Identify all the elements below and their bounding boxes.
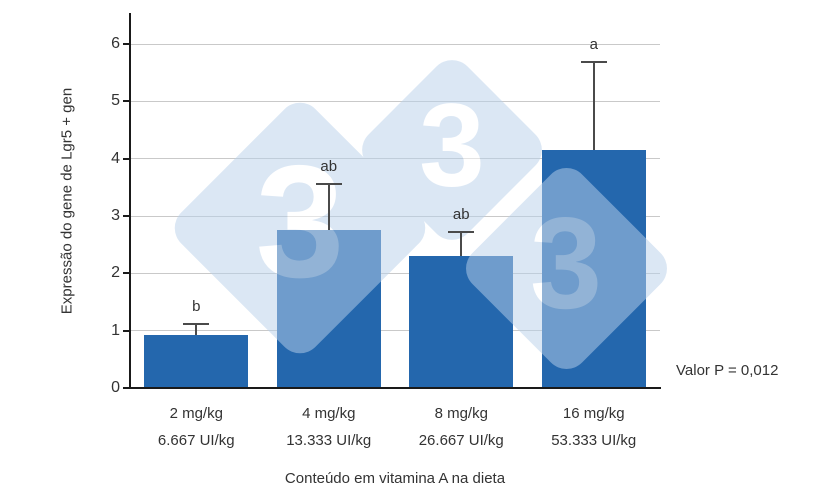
y-tick-label: 3 (111, 207, 120, 224)
bar (541, 150, 646, 388)
error-bar-cap (580, 61, 607, 64)
x-axis-line (129, 387, 661, 389)
x-tick-label: 16 mg/kg 53.333 UI/kg (551, 400, 636, 454)
x-tick-line2: 53.333 UI/kg (551, 432, 637, 449)
error-bar (195, 323, 198, 335)
y-tick-mark (123, 157, 130, 160)
p-value-annotation: Valor P = 0,012 (676, 362, 779, 379)
x-tick-label: 8 mg/kg 26.667 UI/kg (419, 400, 504, 454)
x-tick-label: 2 mg/kg 6.667 UI/kg (158, 400, 235, 454)
error-bar-cap (315, 183, 342, 186)
y-tick-label: 1 (111, 321, 120, 339)
error-bar-cap (183, 322, 210, 325)
bar (144, 334, 249, 388)
x-tick-line2: 13.333 UI/kg (286, 432, 372, 449)
error-bar (460, 232, 463, 257)
significance-label: a (589, 36, 598, 54)
y-axis-title: Expressão do gene de Lgr5 + gen (58, 87, 76, 315)
y-tick-mark (123, 215, 130, 217)
y-tick-mark (123, 329, 130, 332)
grid-line (130, 43, 660, 45)
bar (276, 230, 381, 388)
x-tick-line1: 4 mg/kg (302, 405, 356, 422)
y-tick-label: 5 (111, 92, 120, 110)
y-tick-mark (123, 272, 130, 275)
x-tick-line1: 8 mg/kg (434, 405, 488, 422)
significance-label: ab (452, 206, 470, 224)
x-axis-title: Conteúdo em vitamina A na dieta (284, 470, 506, 487)
y-axis-line (129, 13, 131, 389)
x-tick-line1: 16 mg/kg (562, 405, 625, 422)
x-tick-line1: 2 mg/kg (169, 405, 223, 422)
significance-label: b (192, 297, 201, 315)
bar (409, 256, 514, 388)
y-tick-label: 4 (111, 149, 120, 167)
y-tick-label: 6 (111, 35, 120, 52)
error-bar (592, 62, 595, 151)
y-tick-label: 0 (111, 379, 120, 396)
x-tick-label: 4 mg/kg 13.333 UI/kg (286, 400, 371, 454)
grid-line (130, 100, 660, 102)
y-tick-label: 2 (111, 264, 120, 282)
significance-label: ab (320, 158, 338, 176)
plot-area: b ab ab a (130, 14, 660, 388)
x-tick-line2: 6.667 UI/kg (157, 432, 235, 449)
y-tick-mark (123, 387, 130, 389)
error-bar (327, 184, 330, 231)
y-tick-mark (123, 100, 130, 103)
error-bar-cap (448, 231, 475, 234)
y-tick-mark (123, 43, 130, 45)
x-tick-line2: 26.667 UI/kg (418, 432, 504, 449)
